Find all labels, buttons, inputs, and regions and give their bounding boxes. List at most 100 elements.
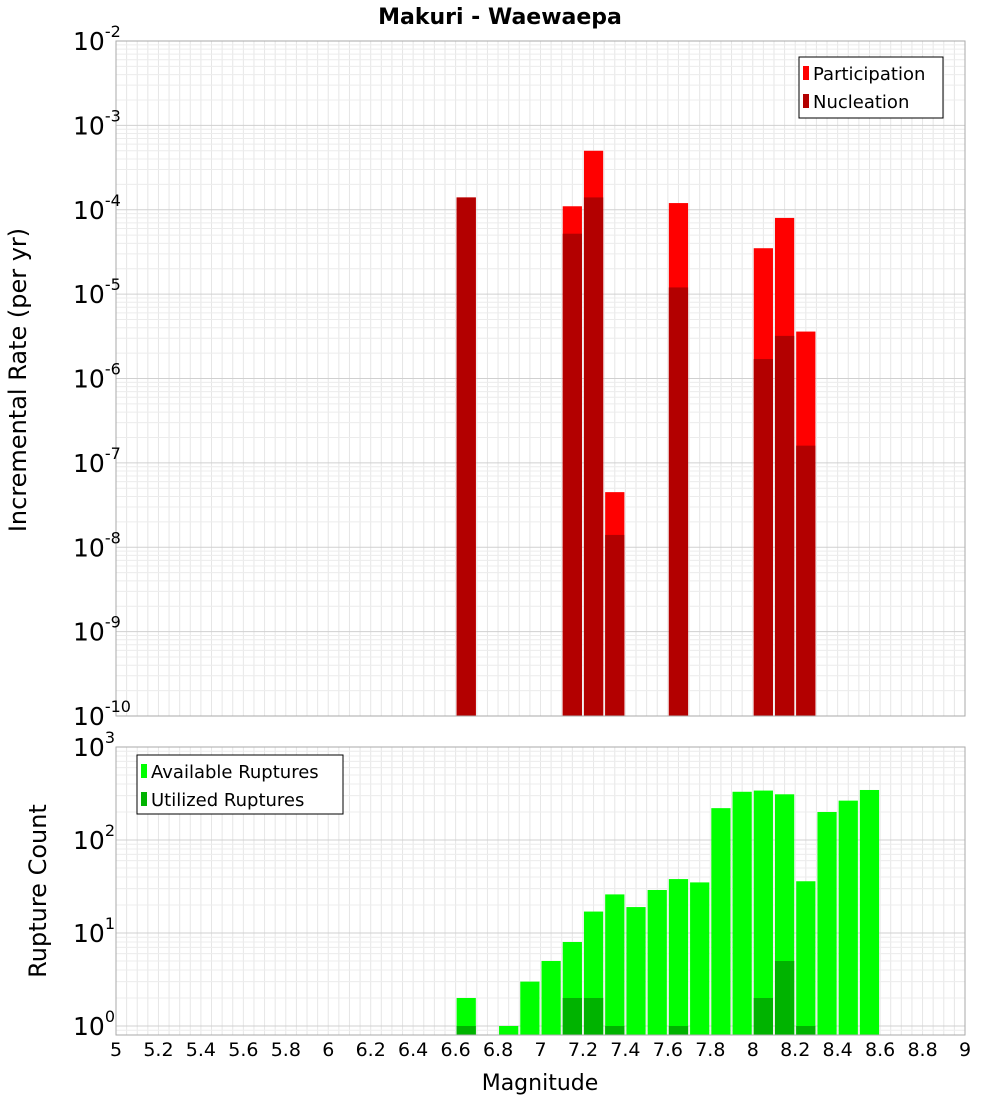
rate-bar-nucleation: [605, 534, 625, 716]
rate-legend: Participation Nucleation: [798, 56, 944, 119]
legend-box: [136, 754, 344, 815]
y-tick-base: 10: [73, 733, 105, 762]
x-ticks: 5 5.2 5.4 5.6 5.8 6 6.2 6.4 6.6 6.8 7 7.2 7.4 7.6 7.8 8…: [110, 1039, 971, 1061]
x-tick-label: 8.4: [823, 1039, 853, 1061]
y-tick-base: 10: [73, 111, 105, 140]
y-tick-exponent: 2: [105, 821, 115, 840]
x-tick-label: 6.2: [356, 1039, 386, 1061]
y-tick-label: 103: [73, 728, 115, 762]
count-bar-available-ruptures: [647, 889, 667, 1035]
legend-label: Nucleation: [813, 92, 909, 113]
y-tick-base: 10: [73, 702, 105, 731]
count-bar-available-ruptures: [499, 1025, 519, 1035]
x-axis-label: Magnitude: [482, 1071, 599, 1096]
count-bar-available-ruptures: [690, 882, 710, 1035]
rate-y-axis-label: Incremental Rate (per yr): [4, 228, 32, 532]
rate-bar-nucleation: [668, 287, 689, 716]
count-bar-available-ruptures: [626, 907, 646, 1035]
y-tick-label: 10-10: [73, 697, 131, 731]
y-tick-base: 10: [73, 533, 105, 562]
x-tick-label: 5.6: [228, 1039, 258, 1061]
x-tick-label: 8.6: [865, 1039, 895, 1061]
x-tick-label: 5.4: [186, 1039, 216, 1061]
legend-swatch: [141, 792, 147, 806]
y-tick-exponent: 1: [105, 914, 115, 933]
y-tick-base: 10: [73, 919, 105, 948]
count-bar-available-ruptures: [668, 879, 689, 1035]
count-bar-utilized-ruptures: [753, 997, 773, 1035]
count-bar-utilized-ruptures: [774, 960, 795, 1035]
x-tick-label: 5.8: [271, 1039, 301, 1061]
y-tick-label: 100: [73, 1007, 115, 1041]
count-bar-available-ruptures: [838, 800, 858, 1035]
y-tick-exponent: -6: [105, 360, 121, 379]
y-tick-label: 101: [73, 914, 115, 948]
y-tick-base: 10: [73, 365, 105, 394]
legend-swatch: [141, 764, 147, 778]
count-bars: [456, 789, 880, 1035]
x-tick-label: 6.8: [483, 1039, 513, 1061]
y-tick-label: 10-9: [73, 613, 121, 647]
count-bar-available-ruptures: [859, 789, 880, 1035]
x-tick-label: 5: [110, 1039, 122, 1061]
x-tick-label: 7.6: [653, 1039, 683, 1061]
y-tick-exponent: -7: [105, 444, 121, 463]
rate-bars: [456, 150, 816, 717]
y-tick-exponent: -10: [105, 697, 131, 716]
y-tick-base: 10: [73, 196, 105, 225]
count-bar-utilized-ruptures: [583, 997, 604, 1035]
x-tick-label: 5.2: [143, 1039, 173, 1061]
count-bar-available-ruptures: [456, 997, 476, 1035]
y-tick-label: 10-3: [73, 106, 121, 140]
count-bar-available-ruptures: [605, 894, 625, 1035]
y-tick-label: 10-5: [73, 275, 121, 309]
count-bar-utilized-ruptures: [456, 1025, 476, 1035]
y-tick-base: 10: [73, 618, 105, 647]
x-tick-label: 6: [322, 1039, 334, 1061]
y-tick-exponent: -9: [105, 613, 121, 632]
count-bar-available-ruptures: [732, 791, 752, 1035]
rate-bar-nucleation: [753, 359, 773, 716]
chart-title: Makuri - Waewaepa: [378, 5, 622, 30]
count-bar-utilized-ruptures: [562, 997, 582, 1035]
y-tick-base: 10: [73, 280, 105, 309]
count-bar-available-ruptures: [796, 881, 816, 1035]
legend-label: Utilized Ruptures: [151, 790, 304, 811]
y-tick-label: 10-7: [73, 444, 121, 478]
y-tick-exponent: -3: [105, 106, 121, 125]
y-tick-exponent: -4: [105, 191, 121, 210]
y-tick-label: 10-6: [73, 360, 121, 394]
x-tick-label: 6.4: [398, 1039, 428, 1061]
count-bar-available-ruptures: [541, 960, 561, 1035]
count-legend: Available Ruptures Utilized Ruptures: [136, 754, 344, 815]
count-bar-utilized-ruptures: [796, 1025, 816, 1035]
y-tick-label: 10-8: [73, 528, 121, 562]
y-tick-exponent: -2: [105, 22, 121, 41]
count-bar-available-ruptures: [753, 790, 773, 1035]
x-tick-label: 9: [959, 1039, 971, 1061]
x-tick-label: 7.4: [610, 1039, 640, 1061]
rate-bar-nucleation: [583, 197, 604, 717]
legend-label: Available Ruptures: [151, 762, 319, 783]
x-tick-label: 8: [747, 1039, 759, 1061]
count-bar-available-ruptures: [711, 808, 731, 1035]
legend-label: Participation: [813, 64, 925, 85]
x-tick-label: 8.2: [780, 1039, 810, 1061]
x-tick-label: 7.8: [695, 1039, 725, 1061]
count-bar-utilized-ruptures: [668, 1025, 689, 1035]
x-tick-label: 6.6: [440, 1039, 470, 1061]
y-tick-exponent: 0: [105, 1007, 115, 1026]
rate-grid: [115, 40, 966, 717]
count-bar-available-ruptures: [520, 981, 540, 1035]
y-tick-label: 102: [73, 821, 115, 855]
legend-swatch: [803, 66, 809, 80]
y-tick-label: 10-4: [73, 191, 121, 225]
count-bar-utilized-ruptures: [605, 1025, 625, 1035]
y-tick-exponent: 3: [105, 728, 115, 747]
count-bar-available-ruptures: [817, 812, 837, 1035]
y-tick-base: 10: [73, 27, 105, 56]
count-y-axis-label: Rupture Count: [24, 804, 52, 978]
